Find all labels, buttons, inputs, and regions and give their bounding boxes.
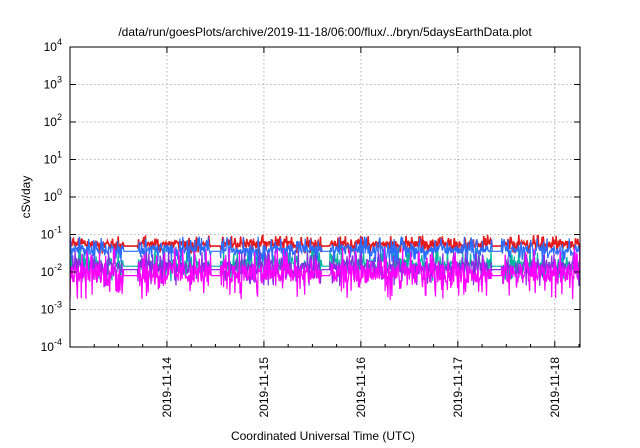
grid-layer: [70, 47, 580, 347]
y-tick-label: 101: [44, 150, 62, 167]
y-axis-label: cSv/day: [19, 176, 33, 219]
y-tick-label: 10-4: [41, 337, 62, 354]
y-tick-label: 10-1: [41, 225, 62, 242]
y-tick-label: 102: [44, 112, 62, 129]
x-tick-label: 2019-11-15: [257, 357, 271, 418]
y-tick-label: 103: [44, 75, 62, 92]
x-tick-label: 2019-11-14: [160, 357, 174, 418]
series-layer: [69, 233, 581, 300]
y-tick-label: 104: [44, 37, 62, 54]
series-line: [69, 235, 581, 263]
series-line: [69, 233, 581, 255]
x-tick-label: 2019-11-18: [548, 357, 562, 418]
series-line: [69, 246, 581, 300]
tick-layer: 10-4 10-3 10-2 10-1 100 101 102 103 104 2019-11-1…: [41, 37, 580, 418]
x-axis-label: Coordinated Universal Time (UTC): [231, 429, 415, 443]
chart-title: /data/run/goesPlots/archive/2019-11-18/0…: [118, 25, 532, 39]
x-tick-label: 2019-11-17: [451, 357, 465, 418]
y-tick-label: 10-2: [41, 262, 62, 279]
x-tick-label: 2019-11-16: [354, 357, 368, 418]
y-tick-label: 100: [44, 187, 62, 204]
y-tick-label: 10-3: [41, 300, 62, 317]
